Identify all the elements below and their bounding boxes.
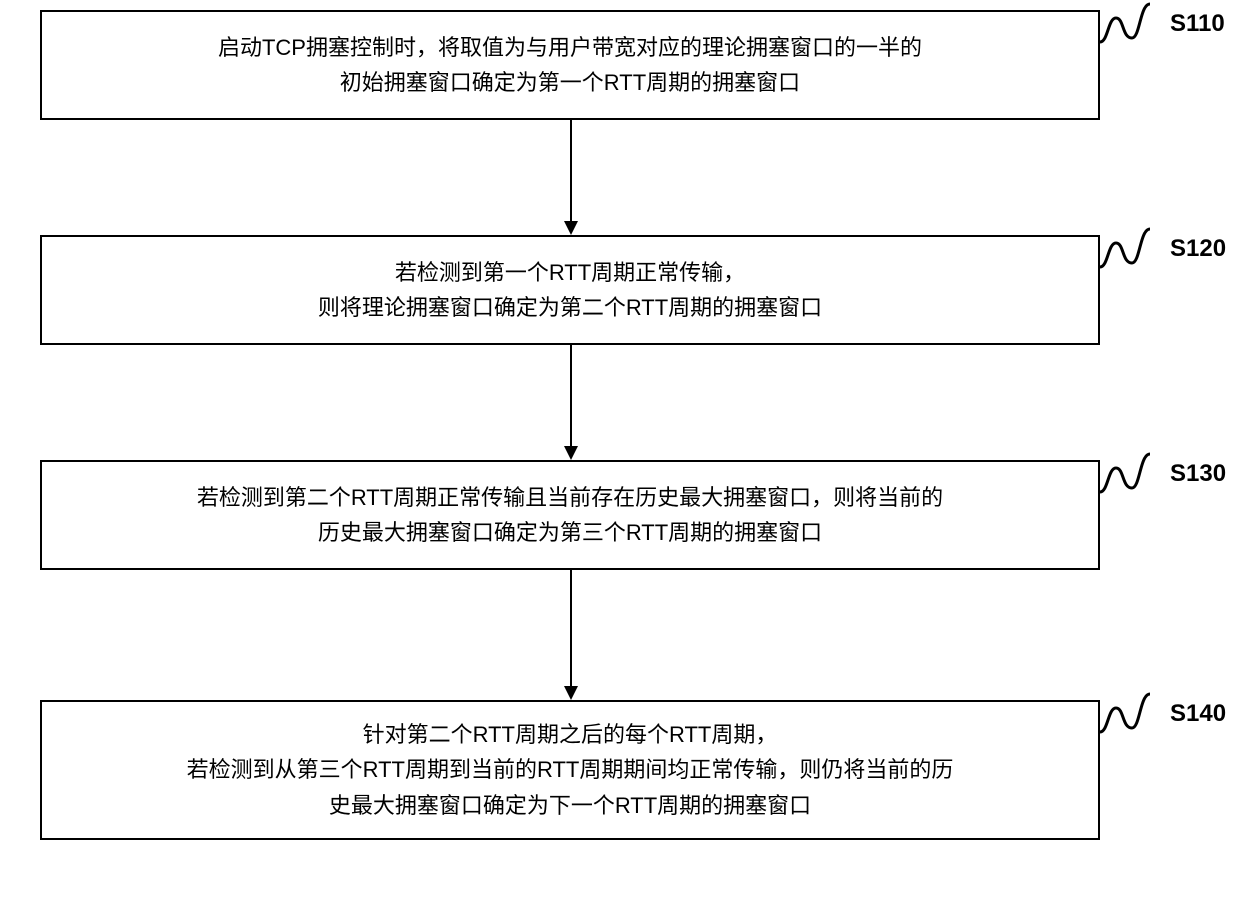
flow-node-s130: 若检测到第二个RTT周期正常传输且当前存在历史最大拥塞窗口，则将当前的历史最大拥… (40, 460, 1100, 570)
step-label-s110: S110 (1170, 10, 1225, 38)
step-label-s130: S130 (1170, 460, 1226, 488)
arrow-head-icon (564, 221, 578, 235)
step-label-s140: S140 (1170, 700, 1226, 728)
squiggle-connector (1100, 0, 1155, 48)
flow-node-s120: 若检测到第一个RTT周期正常传输，则将理论拥塞窗口确定为第二个RTT周期的拥塞窗… (40, 235, 1100, 345)
arrow-line (570, 570, 572, 686)
arrow-head-icon (564, 446, 578, 460)
step-label-s120: S120 (1170, 235, 1226, 263)
flow-node-text: 若检测到第二个RTT周期正常传输且当前存在历史最大拥塞窗口，则将当前的历史最大拥… (197, 480, 943, 550)
flowchart-canvas: 启动TCP拥塞控制时，将取值为与用户带宽对应的理论拥塞窗口的一半的初始拥塞窗口确… (0, 0, 1240, 897)
flow-node-s140: 针对第二个RTT周期之后的每个RTT周期，若检测到从第三个RTT周期到当前的RT… (40, 700, 1100, 840)
squiggle-connector (1100, 223, 1155, 273)
squiggle-connector (1100, 448, 1155, 498)
arrow-line (570, 345, 572, 446)
squiggle-connector (1100, 688, 1155, 738)
arrow-line (570, 120, 572, 221)
flow-node-text: 启动TCP拥塞控制时，将取值为与用户带宽对应的理论拥塞窗口的一半的初始拥塞窗口确… (218, 30, 922, 100)
flow-node-text: 若检测到第一个RTT周期正常传输，则将理论拥塞窗口确定为第二个RTT周期的拥塞窗… (318, 255, 822, 325)
flow-node-text: 针对第二个RTT周期之后的每个RTT周期，若检测到从第三个RTT周期到当前的RT… (187, 717, 954, 823)
arrow-head-icon (564, 686, 578, 700)
flow-node-s110: 启动TCP拥塞控制时，将取值为与用户带宽对应的理论拥塞窗口的一半的初始拥塞窗口确… (40, 10, 1100, 120)
